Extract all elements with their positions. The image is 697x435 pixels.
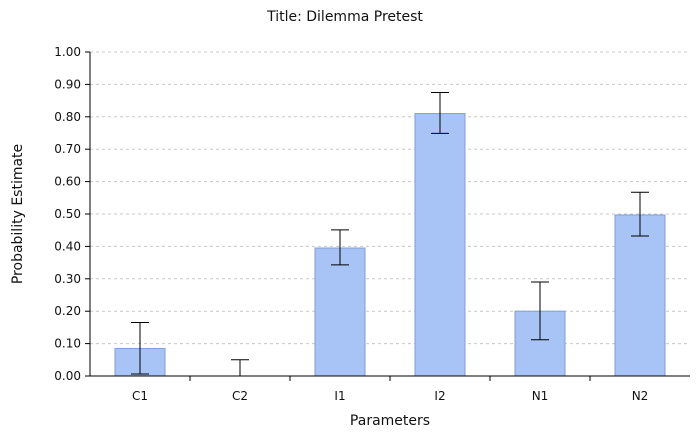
y-tick-label: 0.30	[54, 272, 81, 286]
y-tick-labels: 0.00 0.10 0.20 0.30 0.40 0.50 0.60 0.70 0.80 0.90…	[54, 45, 90, 383]
bar-i1	[314, 247, 366, 377]
bars	[114, 113, 666, 377]
x-tick-labels: C1 C2 I1 I2 N1 N2	[132, 376, 648, 403]
x-tick-label-i1: I1	[334, 389, 345, 403]
y-tick-label: 0.80	[54, 110, 81, 124]
y-tick-label: 0.90	[54, 77, 81, 91]
x-tick-label-n1: N1	[532, 389, 549, 403]
bar-i2	[414, 113, 466, 377]
y-tick-label: 0.70	[54, 142, 81, 156]
y-tick-label: 0.20	[54, 304, 81, 318]
x-tick-label-n2: N2	[632, 389, 649, 403]
error-bar-c2	[231, 359, 249, 377]
error-bar-n1	[531, 281, 549, 341]
y-tick-label: 0.40	[54, 239, 81, 253]
y-tick-label: 0.10	[54, 337, 81, 351]
error-bar-c1	[131, 322, 149, 375]
x-axis-label: Parameters	[350, 413, 430, 429]
error-bars	[131, 92, 649, 377]
error-bar-i1	[331, 229, 349, 266]
x-tick-label-c1: C1	[132, 389, 148, 403]
error-bar-n2	[631, 191, 649, 237]
gridlines	[90, 51, 690, 345]
chart-title: Title: Dilemma Pretest	[266, 9, 423, 25]
y-tick-label: 1.00	[54, 45, 81, 59]
bar-n2	[614, 214, 666, 377]
y-tick-label: 0.60	[54, 175, 81, 189]
y-axis-label: Probability Estimate	[10, 144, 26, 284]
y-tick-label: 0.00	[54, 369, 81, 383]
y-tick-label: 0.50	[54, 207, 81, 221]
x-tick-label-i2: I2	[434, 389, 445, 403]
error-bar-i2	[431, 92, 449, 134]
x-tick-label-c2: C2	[232, 389, 248, 403]
